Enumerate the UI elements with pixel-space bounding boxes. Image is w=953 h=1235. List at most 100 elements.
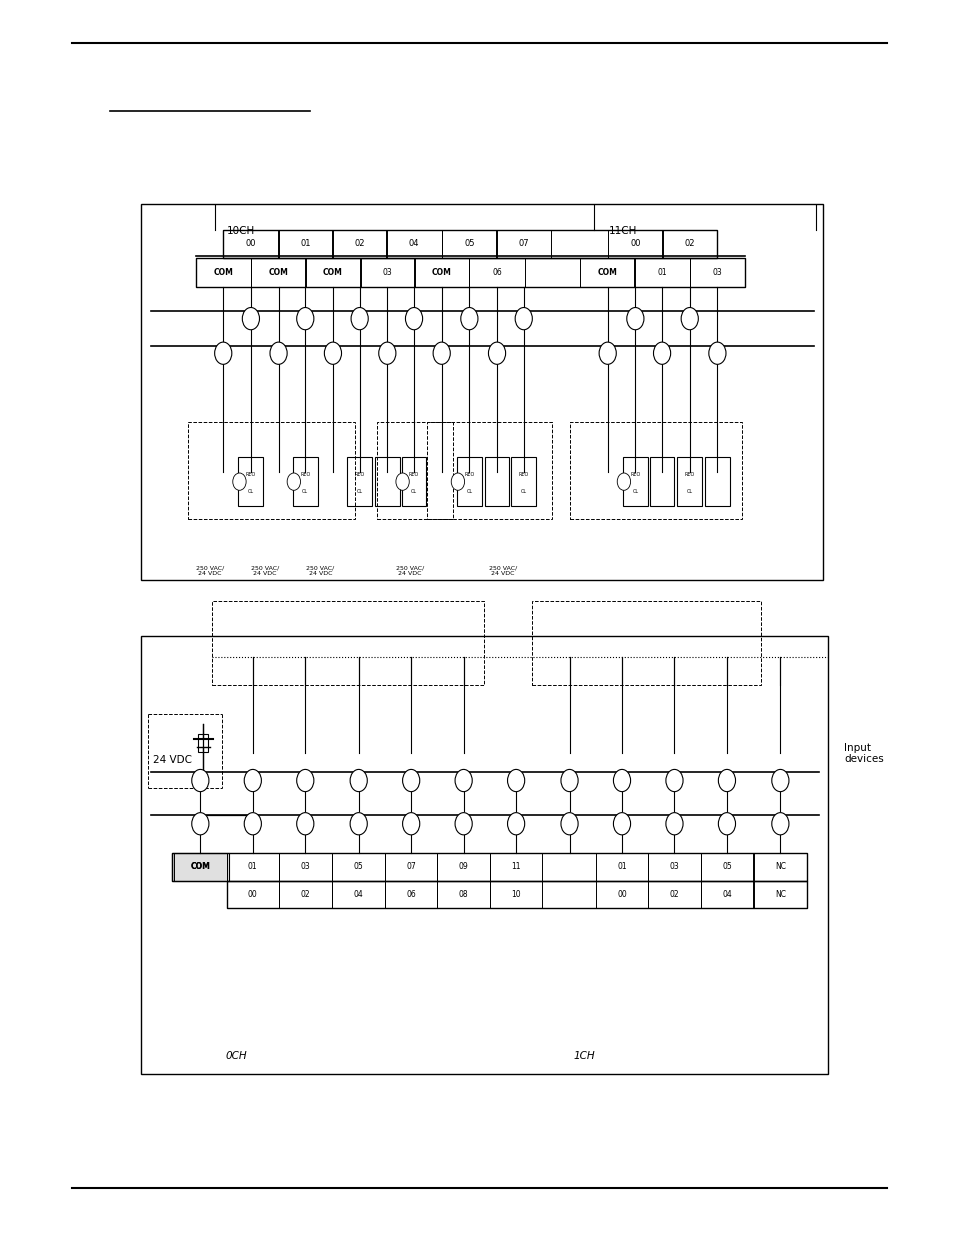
Text: 250 VAC/
24 VDC: 250 VAC/ 24 VDC: [306, 566, 335, 577]
Circle shape: [451, 473, 464, 490]
Bar: [648, 881, 700, 908]
Text: 1CH: 1CH: [574, 1051, 595, 1061]
Circle shape: [233, 473, 246, 490]
Bar: [332, 230, 387, 258]
Bar: [622, 457, 647, 506]
Text: 03: 03: [669, 862, 679, 872]
Text: 05: 05: [721, 862, 731, 872]
Circle shape: [708, 342, 725, 364]
Bar: [704, 457, 729, 506]
Text: 11: 11: [511, 862, 520, 872]
Bar: [278, 853, 331, 881]
Circle shape: [296, 308, 314, 330]
Bar: [595, 853, 648, 881]
Circle shape: [244, 769, 261, 792]
Text: CL: CL: [411, 489, 416, 494]
Circle shape: [402, 813, 419, 835]
Bar: [607, 230, 662, 258]
Circle shape: [617, 473, 630, 490]
Text: 08: 08: [458, 889, 468, 899]
Text: REO: REO: [409, 472, 418, 477]
Circle shape: [680, 308, 698, 330]
Text: 10CH: 10CH: [227, 226, 255, 236]
Bar: [753, 853, 806, 881]
Circle shape: [613, 769, 630, 792]
Text: 02: 02: [669, 889, 679, 899]
Circle shape: [350, 813, 367, 835]
Text: 00: 00: [248, 889, 257, 899]
Text: 02: 02: [354, 240, 365, 248]
Bar: [401, 457, 426, 506]
Bar: [384, 853, 436, 881]
Text: REO: REO: [464, 472, 474, 477]
Bar: [227, 853, 279, 881]
Circle shape: [244, 813, 261, 835]
Text: COM: COM: [269, 268, 288, 277]
Bar: [384, 881, 436, 908]
Text: 11CH: 11CH: [608, 226, 637, 236]
Bar: [172, 853, 229, 881]
Circle shape: [718, 769, 735, 792]
Text: 03: 03: [382, 268, 392, 277]
Bar: [436, 853, 490, 881]
Bar: [359, 258, 415, 287]
Circle shape: [405, 308, 422, 330]
Text: 03: 03: [300, 862, 310, 872]
Text: REO: REO: [355, 472, 364, 477]
Bar: [332, 853, 384, 881]
Text: 01: 01: [248, 862, 257, 872]
Circle shape: [598, 342, 616, 364]
Circle shape: [324, 342, 341, 364]
Circle shape: [560, 813, 578, 835]
Bar: [277, 230, 333, 258]
Circle shape: [395, 473, 409, 490]
Text: REO: REO: [300, 472, 310, 477]
Text: 04: 04: [408, 240, 419, 248]
Bar: [223, 230, 278, 258]
Text: NC: NC: [774, 889, 785, 899]
Bar: [689, 258, 744, 287]
Circle shape: [665, 813, 682, 835]
Bar: [677, 457, 701, 506]
Bar: [375, 457, 399, 506]
Bar: [634, 258, 689, 287]
Text: CL: CL: [686, 489, 692, 494]
Text: 06: 06: [406, 889, 416, 899]
Circle shape: [378, 342, 395, 364]
Bar: [141, 636, 827, 1074]
Text: 250 VAC/
24 VDC: 250 VAC/ 24 VDC: [488, 566, 517, 577]
Text: 250 VAC/
24 VDC: 250 VAC/ 24 VDC: [195, 566, 224, 577]
Bar: [227, 881, 279, 908]
Circle shape: [242, 308, 259, 330]
Text: 04: 04: [721, 889, 731, 899]
Bar: [212, 601, 483, 685]
Bar: [238, 457, 263, 506]
Circle shape: [460, 308, 477, 330]
Bar: [661, 230, 717, 258]
Circle shape: [296, 769, 314, 792]
Circle shape: [488, 342, 505, 364]
Bar: [414, 258, 469, 287]
Bar: [700, 853, 753, 881]
Bar: [436, 881, 490, 908]
Bar: [595, 881, 648, 908]
Circle shape: [350, 769, 367, 792]
Text: REO: REO: [518, 472, 528, 477]
Text: CL: CL: [248, 489, 253, 494]
Text: 24 VDC: 24 VDC: [152, 755, 192, 764]
Bar: [427, 422, 552, 519]
Bar: [579, 258, 635, 287]
Bar: [347, 457, 372, 506]
Bar: [332, 881, 384, 908]
Text: 02: 02: [683, 240, 695, 248]
Circle shape: [771, 813, 788, 835]
Bar: [188, 422, 355, 519]
Circle shape: [455, 813, 472, 835]
Bar: [532, 601, 760, 685]
Text: REO: REO: [246, 472, 255, 477]
Circle shape: [507, 769, 524, 792]
Bar: [570, 422, 741, 519]
Text: 00: 00: [629, 240, 640, 248]
Text: 05: 05: [354, 862, 363, 872]
Text: 250 VAC/
24 VDC: 250 VAC/ 24 VDC: [395, 566, 424, 577]
